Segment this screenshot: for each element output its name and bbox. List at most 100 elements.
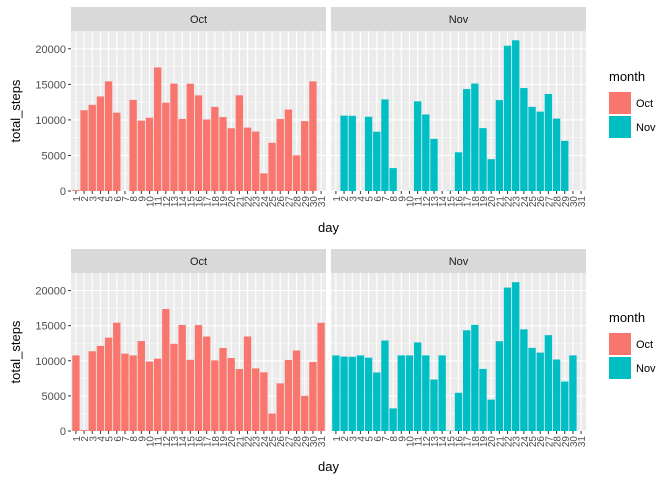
bar-nov-day-6 [373,131,381,191]
x-tick-label: 14 [438,436,449,448]
bar-oct-day-24 [260,173,268,191]
x-tick-label: 19 [219,436,230,448]
bar-oct-day-24 [260,372,268,431]
x-tick-label: 21 [495,196,506,208]
bar-nov-day-12 [422,114,430,191]
x-tick-label: 13 [430,436,441,448]
x-tick-label: 20 [487,436,498,448]
bar-oct-day-5 [104,81,113,191]
facet-strip [71,7,326,31]
x-tick-label: 6 [113,436,124,442]
bar-nov-day-8 [389,168,397,191]
facet-strip-label: Oct [190,14,207,26]
x-tick-label: 28 [553,436,564,448]
bar-oct-day-21 [235,369,244,431]
y-tick-label: 20000 [35,286,66,298]
bar-nov-day-28 [552,118,561,191]
bar-oct-day-15 [186,359,195,431]
bar-nov-day-13 [430,138,438,191]
bar-oct-day-23 [252,368,260,431]
bar-oct-day-27 [284,109,293,191]
bar-nov-day-2 [340,115,348,191]
legend-label-oct: Oct [636,339,653,351]
x-tick-label: 25 [528,436,539,448]
x-tick-label: 7 [381,196,392,202]
x-tick-label: 8 [389,436,400,442]
bar-oct-day-30 [309,362,317,431]
x-tick-label: 13 [170,196,181,208]
y-tick-label: 10000 [35,356,66,368]
bar-oct-day-9 [137,120,145,191]
x-tick-label: 7 [381,436,392,442]
bar-nov-day-25 [528,106,536,191]
x-tick-label: 11 [414,196,425,207]
x-tick-label: 31 [317,436,328,448]
x-tick-label: 22 [504,436,515,448]
facet-oct: Oct1234567891011121314151617181920212223… [71,7,328,207]
x-tick-label: 3 [348,436,359,442]
x-tick-label: 2 [80,436,91,442]
x-tick-label: 3 [348,196,359,202]
bar-nov-day-2 [340,356,348,431]
bar-nov-day-22 [503,45,512,191]
facet-strip-label: Nov [449,14,469,26]
x-tick-label: 5 [365,196,376,202]
x-tick-label: 18 [211,196,222,208]
x-tick-label: 17 [203,196,214,208]
y-tick-label: 20000 [35,44,66,56]
bar-oct-day-29 [301,121,309,191]
y-tick-label: 10000 [35,115,66,127]
facet-strip-label: Nov [449,256,469,268]
legend-key-oct [609,333,631,355]
bar-oct-day-31 [317,322,325,431]
bar-nov-day-28 [552,359,561,431]
legend-key-oct [609,92,631,114]
y-axis-title: total_steps [8,320,23,383]
bar-oct-day-28 [292,155,301,191]
bar-oct-day-17 [202,119,211,191]
bar-nov-day-30 [569,355,577,431]
x-tick-label: 21 [235,436,246,448]
x-tick-label: 10 [145,196,156,208]
bar-nov-day-16 [454,152,463,191]
bar-oct-day-7 [121,353,129,431]
bar-oct-day-13 [170,343,178,431]
bar-oct-day-15 [186,83,195,191]
facet-nov: Nov1234567891011121314151617181920212223… [331,249,588,447]
x-tick-label: 10 [145,436,156,448]
x-tick-label: 2 [340,436,351,442]
x-tick-label: 14 [178,436,189,448]
chart-2: Oct1234567891011121314151617181920212223… [8,249,656,474]
legend: month Oct Nov [609,310,656,379]
x-tick-label: 24 [260,196,271,208]
x-tick-label: 27 [544,196,555,208]
bar-nov-day-19 [479,368,487,431]
x-tick-label: 16 [195,196,206,208]
x-tick-label: 19 [219,196,230,208]
bar-nov-day-11 [413,342,422,431]
x-tick-label: 9 [137,436,148,442]
x-tick-label: 31 [577,436,588,448]
x-tick-label: 23 [252,196,263,208]
bar-nov-day-21 [495,341,504,431]
x-tick-label: 29 [301,196,312,208]
x-tick-label: 26 [276,196,287,208]
x-tick-label: 30 [309,436,320,448]
bar-oct-day-26 [276,119,284,191]
bar-oct-day-6 [113,112,121,191]
bar-oct-day-2 [80,110,88,191]
bar-nov-day-27 [544,93,553,191]
bar-nov-day-22 [503,287,512,431]
bar-nov-day-8 [389,408,397,431]
bar-oct-day-23 [252,131,260,191]
x-tick-label: 29 [561,196,572,208]
x-tick-label: 15 [446,436,457,448]
bar-oct-day-18 [211,360,219,431]
x-tick-label: 15 [186,196,197,208]
x-tick-label: 22 [244,196,255,208]
bar-nov-day-6 [373,372,381,431]
legend-label-oct: Oct [636,98,653,110]
x-tick-label: 8 [389,196,400,202]
bar-oct-day-1 [72,190,80,191]
x-tick-label: 5 [105,436,116,442]
